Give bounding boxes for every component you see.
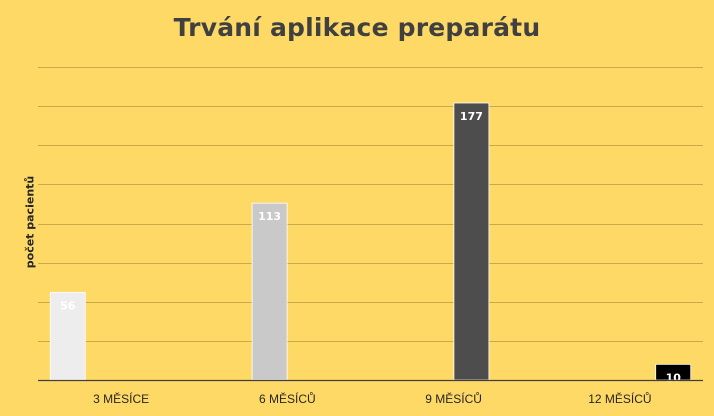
data-label: 113 — [258, 210, 281, 223]
x-tick-label: 9 MĚSÍCŮ — [425, 391, 482, 406]
x-tick-label: 6 MĚSÍCŮ — [259, 391, 316, 406]
chart-title: Trvání aplikace preparátu — [173, 13, 541, 42]
x-tick-label: 12 MĚSÍCŮ — [588, 391, 651, 406]
bar-3 — [453, 102, 490, 381]
bar-2 — [251, 202, 288, 381]
bar-1 — [49, 291, 86, 381]
data-label: 10 — [666, 371, 682, 384]
data-label: 177 — [460, 110, 483, 123]
x-tick-label: 3 MĚSÍCE — [93, 391, 149, 406]
data-label: 56 — [60, 299, 76, 312]
